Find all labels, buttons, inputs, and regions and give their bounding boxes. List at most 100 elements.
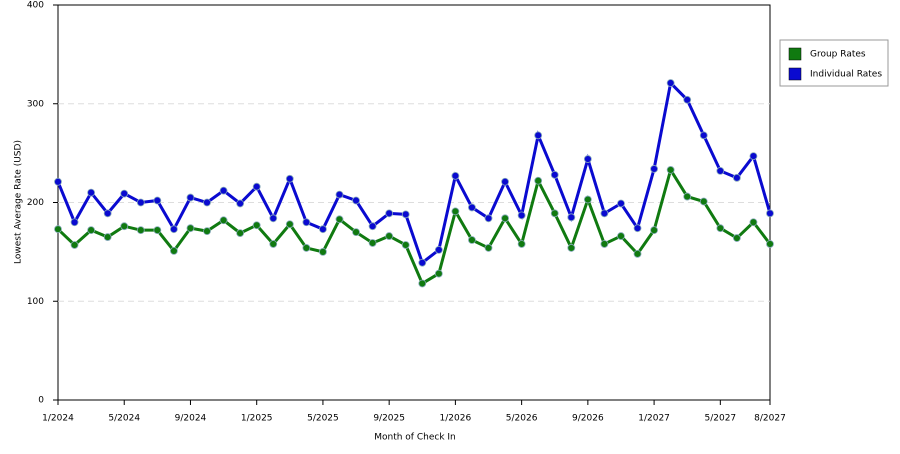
point (219, 216, 228, 225)
series-line (56, 79, 772, 266)
point (170, 225, 178, 234)
point (617, 232, 625, 240)
point (54, 225, 62, 234)
point (418, 258, 427, 267)
point (716, 224, 725, 233)
point (285, 174, 294, 183)
legend-label: Group Rates (810, 50, 866, 60)
point (236, 199, 245, 208)
point (484, 214, 493, 223)
point (352, 196, 360, 205)
x-tick-label: 1/2024 (42, 414, 74, 424)
point (335, 215, 344, 224)
point (70, 218, 79, 227)
point (716, 166, 725, 175)
point (352, 228, 360, 237)
point (186, 193, 195, 202)
y-axis-label: Lowest Average Rate (USD) (14, 140, 24, 264)
point (120, 222, 129, 231)
point (368, 222, 377, 231)
point (617, 199, 625, 208)
point (683, 95, 692, 104)
point (335, 190, 344, 199)
point (600, 209, 609, 218)
point (319, 247, 327, 256)
point (501, 177, 509, 186)
point (633, 224, 642, 233)
point (87, 226, 96, 235)
point (534, 176, 543, 185)
y-tick-label: 0 (38, 396, 44, 406)
point (534, 131, 543, 140)
point (153, 196, 162, 205)
point (170, 246, 178, 255)
series-line (56, 166, 772, 286)
point (385, 209, 394, 218)
point (749, 218, 758, 227)
point (732, 234, 741, 242)
x-tick-label: 5/2026 (506, 414, 538, 424)
legend-swatch (788, 67, 802, 81)
x-axis-label: Month of Check In (374, 433, 456, 443)
point (236, 229, 245, 238)
point (203, 198, 211, 207)
point (401, 210, 410, 219)
legend-swatch (788, 47, 802, 61)
point (517, 240, 526, 248)
point (666, 166, 675, 174)
point (153, 226, 162, 235)
x-tick-label: 5/2025 (307, 414, 339, 424)
point (285, 220, 294, 229)
point (302, 218, 311, 227)
point (136, 226, 145, 235)
point (368, 239, 377, 247)
point (501, 214, 509, 223)
point (633, 249, 642, 258)
y-tick-label: 300 (27, 99, 44, 109)
y-tick-label: 100 (27, 297, 44, 307)
point (600, 240, 609, 248)
point (650, 226, 658, 235)
point (302, 244, 311, 252)
point (70, 241, 79, 249)
point (749, 152, 758, 160)
point (87, 188, 96, 197)
point (766, 240, 774, 248)
point (103, 209, 112, 218)
point (136, 198, 145, 207)
x-tick-label: 1/2026 (440, 414, 472, 424)
y-tick-label: 200 (27, 198, 44, 208)
legend-label: Individual Rates (810, 70, 882, 80)
point (468, 203, 476, 212)
point (666, 79, 675, 87)
point (699, 197, 708, 206)
point (319, 225, 327, 234)
point (401, 241, 410, 249)
point (54, 177, 62, 186)
point (252, 221, 261, 230)
x-tick-label: 9/2024 (175, 414, 207, 424)
point (484, 244, 493, 252)
point (766, 209, 774, 218)
point (434, 245, 443, 254)
point (699, 131, 708, 140)
point (418, 279, 427, 288)
point (385, 232, 394, 240)
point (451, 207, 460, 216)
x-tick-label: 8/2027 (754, 414, 786, 424)
point (219, 186, 228, 195)
x-tick-label: 1/2025 (241, 414, 273, 424)
point (650, 165, 658, 173)
point (732, 173, 741, 182)
point (583, 195, 592, 204)
point (269, 240, 278, 248)
point (567, 213, 576, 222)
point (451, 171, 460, 180)
point (567, 244, 576, 252)
point (252, 182, 261, 191)
point (203, 227, 211, 236)
point (468, 236, 476, 244)
point (550, 209, 559, 218)
point (683, 192, 692, 201)
